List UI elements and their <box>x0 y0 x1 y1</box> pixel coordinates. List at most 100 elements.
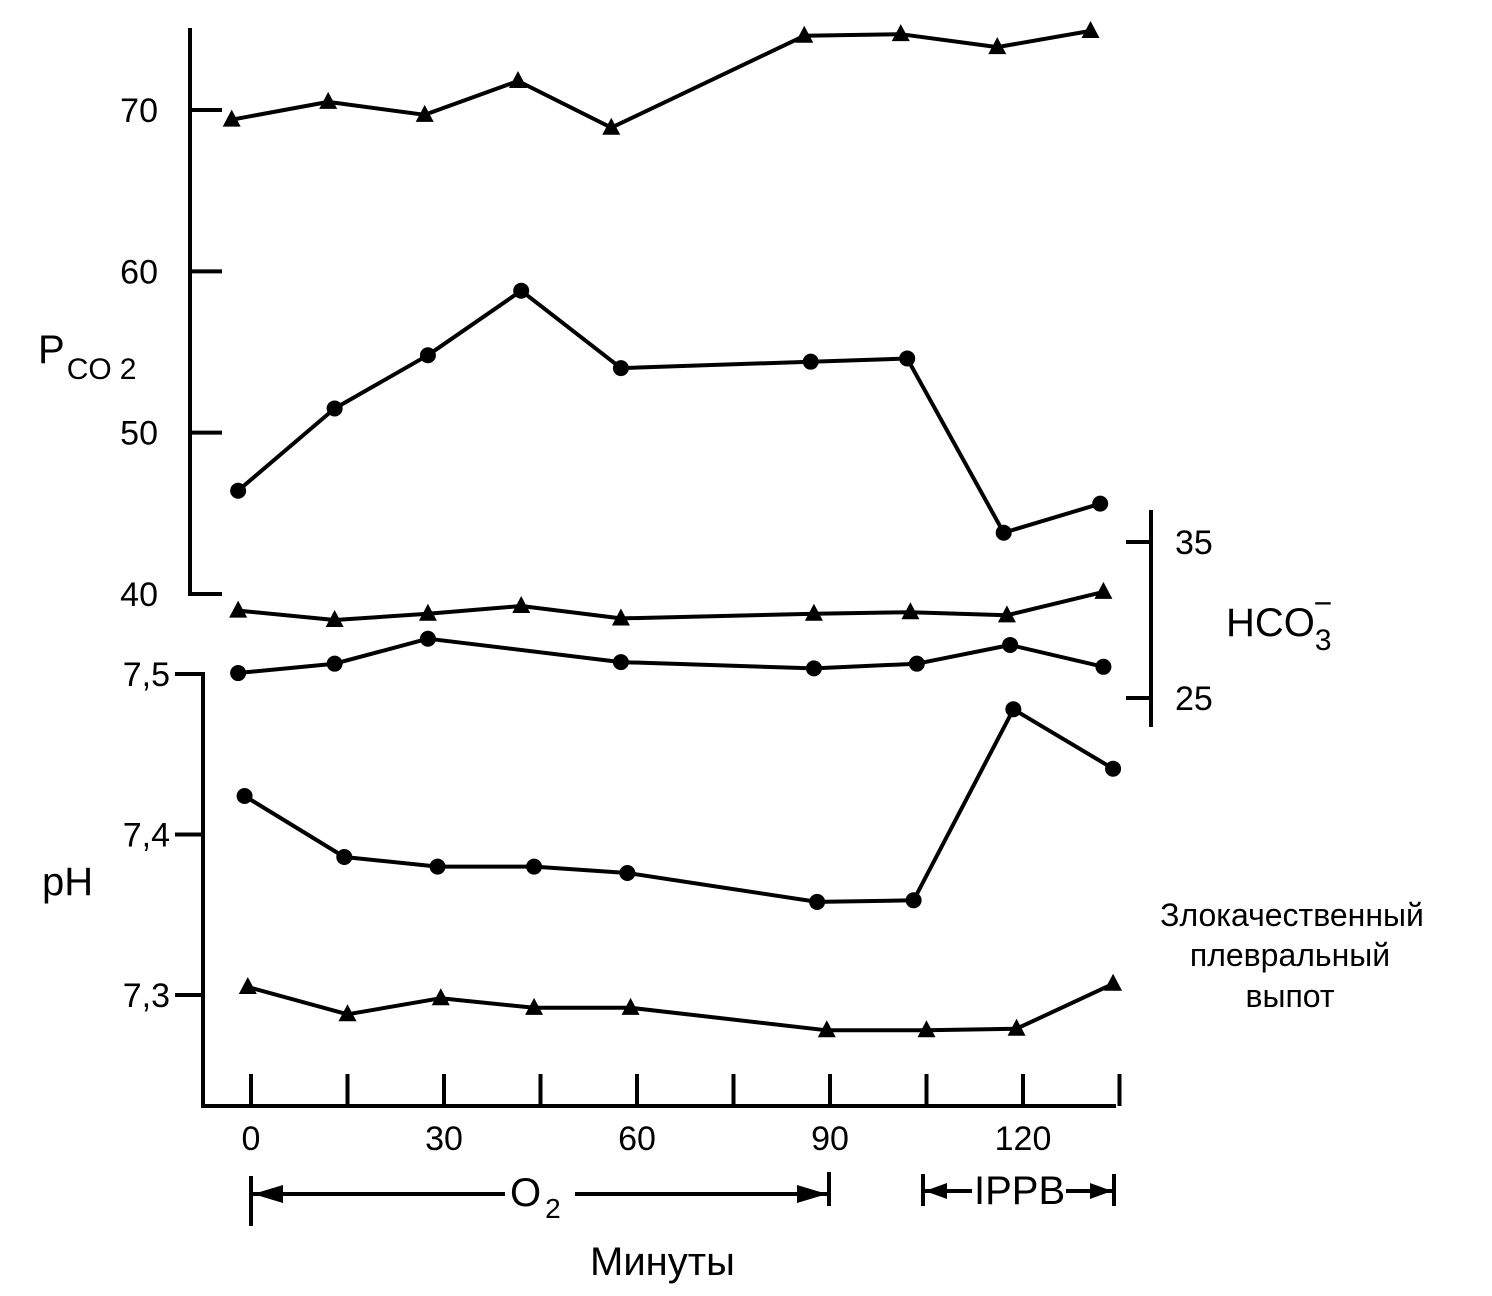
data-point <box>325 610 344 627</box>
pco2-tick-label: 70 <box>120 92 158 130</box>
series-hco3-circle <box>230 630 1112 682</box>
series-ph-circle <box>236 701 1122 910</box>
data-point <box>419 347 436 364</box>
series-line <box>236 288 1101 535</box>
series-line <box>237 589 1104 622</box>
data-point <box>326 655 343 672</box>
hco3-label-main: HCO <box>1226 601 1315 645</box>
data-point <box>1094 581 1113 599</box>
hco3-axis-label: HCO3− <box>1226 585 1332 657</box>
x-axis-label: Минуты <box>590 1240 735 1284</box>
ippb-label: IPPB <box>974 1169 1065 1213</box>
series-pco2-circle <box>230 282 1109 541</box>
ippb-left-arrow-icon <box>925 1183 947 1199</box>
data-point <box>612 654 629 671</box>
data-point <box>997 605 1016 623</box>
effusion-line-2: плевральный <box>1190 937 1390 973</box>
data-point <box>1092 495 1109 512</box>
ippb-right-arrow-icon <box>1090 1183 1112 1199</box>
x-tick-label: 60 <box>618 1120 656 1158</box>
series-line <box>231 28 1091 130</box>
x-tick-label: 90 <box>811 1120 849 1158</box>
data-point <box>336 848 353 865</box>
data-point <box>230 665 247 682</box>
pco2-label-subsub: 2 <box>120 353 137 386</box>
ticks <box>175 108 1151 1106</box>
data-point <box>1081 20 1100 38</box>
data-point <box>236 787 253 804</box>
pco2-label-main: P <box>38 328 65 372</box>
data-point <box>1104 973 1123 991</box>
data-point <box>1007 1018 1026 1036</box>
ippb-interval: IPPB <box>921 1169 1116 1213</box>
data-point <box>319 91 338 109</box>
ph-tick-label: 7,5 <box>123 656 170 694</box>
data-point <box>229 600 248 618</box>
data-point <box>238 976 257 994</box>
series-line <box>247 981 1114 1033</box>
data-point <box>1002 636 1019 653</box>
pco2-tick-label: 60 <box>120 253 158 291</box>
o2-right-arrow-icon <box>797 1185 827 1203</box>
data-point <box>795 25 814 43</box>
pco2-tick-label: 40 <box>120 576 158 614</box>
pco2-label-sub: CO <box>67 353 112 386</box>
data-point <box>431 988 450 1006</box>
ph-axis-label: pH <box>42 860 93 904</box>
data-point <box>415 104 434 122</box>
data-point <box>222 109 241 127</box>
effusion-line-3: выпот <box>1245 978 1334 1014</box>
data-point <box>901 602 920 620</box>
series-hco3-triangle <box>229 581 1113 627</box>
data-point <box>908 655 925 672</box>
data-point <box>619 865 636 882</box>
data-point <box>526 858 543 875</box>
ph-tick-label: 7,4 <box>123 817 170 855</box>
tick-labels: 0 30 60 90 120 40 50 60 70 7,3 7,4 7,5 25 35 <box>120 92 1213 1158</box>
effusion-annotation: Злокачественный плевральный выпот <box>1160 897 1424 1014</box>
x-tick-label: 0 <box>242 1120 261 1158</box>
data-point <box>1005 701 1022 718</box>
series-pco2-triangle <box>222 20 1100 135</box>
data-point <box>988 37 1007 55</box>
hco3-tick-label: 25 <box>1175 680 1213 718</box>
data-point <box>525 997 544 1015</box>
data-point <box>230 482 247 499</box>
hco3-label-sup: − <box>1314 585 1333 621</box>
data-point <box>1105 760 1122 777</box>
data-point <box>802 353 819 370</box>
data-point <box>899 350 916 367</box>
data-point <box>508 70 527 88</box>
hco3-label-sub: 3 <box>1315 624 1332 657</box>
x-tick-label: 120 <box>995 1120 1052 1158</box>
ph-tick-label: 7,3 <box>123 977 170 1015</box>
data-point <box>905 892 922 909</box>
series-group <box>222 20 1123 1038</box>
data-point <box>612 360 629 377</box>
data-point <box>621 997 640 1015</box>
series-line <box>237 636 1104 675</box>
data-point <box>602 117 621 135</box>
data-point <box>1095 658 1112 675</box>
data-point <box>326 400 343 417</box>
series-ph-triangle <box>238 973 1123 1038</box>
pco2-axis-label: PCO 2 <box>38 328 136 386</box>
data-point <box>891 24 910 42</box>
data-point <box>817 1020 836 1038</box>
o2-left-arrow-icon <box>253 1185 283 1203</box>
data-point <box>419 630 436 647</box>
series-line <box>243 707 1115 904</box>
data-point <box>995 524 1012 541</box>
data-point <box>805 660 822 677</box>
data-point <box>429 858 446 875</box>
data-point <box>418 603 437 621</box>
data-point <box>809 893 826 910</box>
x-tick-label: 30 <box>425 1120 463 1158</box>
pco2-tick-label: 50 <box>120 415 158 453</box>
data-point <box>917 1020 936 1038</box>
hco3-tick-label: 35 <box>1175 524 1213 562</box>
data-point <box>513 282 530 299</box>
